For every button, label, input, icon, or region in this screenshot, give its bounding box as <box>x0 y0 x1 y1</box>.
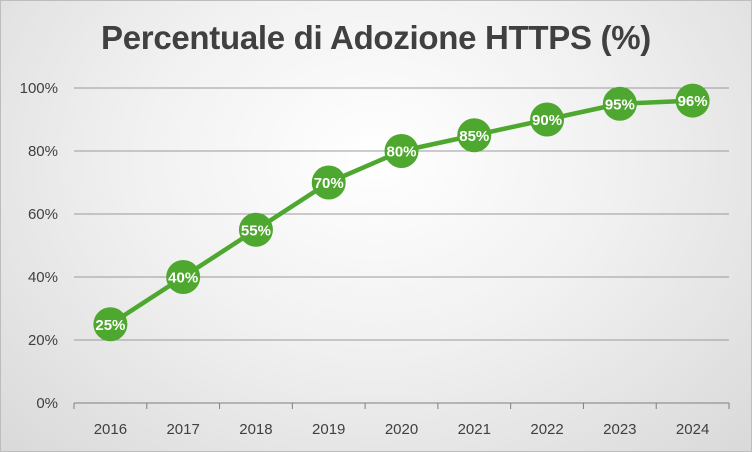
data-point <box>530 102 565 137</box>
data-label: 80% <box>386 144 416 161</box>
y-tick-label: 40% <box>28 269 58 286</box>
y-tick-label: 20% <box>28 332 58 349</box>
data-point <box>311 165 346 200</box>
data-label: 90% <box>532 112 562 129</box>
data-label: 25% <box>95 317 125 334</box>
x-tick-label: 2021 <box>458 421 491 438</box>
data-label: 85% <box>459 128 489 145</box>
y-tick-label: 80% <box>28 143 58 160</box>
data-label: 70% <box>314 175 344 192</box>
data-point <box>238 212 273 247</box>
x-tick-label: 2019 <box>312 421 345 438</box>
x-tick-label: 2020 <box>385 421 418 438</box>
data-point <box>166 260 201 294</box>
data-point <box>457 118 492 153</box>
y-tick-label: 0% <box>36 395 58 412</box>
data-label: 55% <box>241 222 271 239</box>
data-point <box>93 307 128 342</box>
x-tick-label: 2017 <box>166 421 199 438</box>
x-tick-label: 2022 <box>530 421 563 438</box>
data-point <box>602 86 637 121</box>
data-label: 96% <box>678 93 708 110</box>
data-label: 95% <box>605 96 635 113</box>
data-point <box>384 134 419 168</box>
x-tick-label: 2018 <box>239 421 272 438</box>
x-tick-label: 2023 <box>603 421 636 438</box>
y-tick-label: 60% <box>28 206 58 223</box>
y-tick-label: 100% <box>20 80 58 97</box>
x-tick-label: 2016 <box>94 421 127 438</box>
data-label: 40% <box>168 270 198 287</box>
x-tick-label: 2024 <box>676 421 709 438</box>
data-point <box>675 83 710 118</box>
chart-title: Percentuale di Adozione HTTPS (%) <box>101 19 651 56</box>
